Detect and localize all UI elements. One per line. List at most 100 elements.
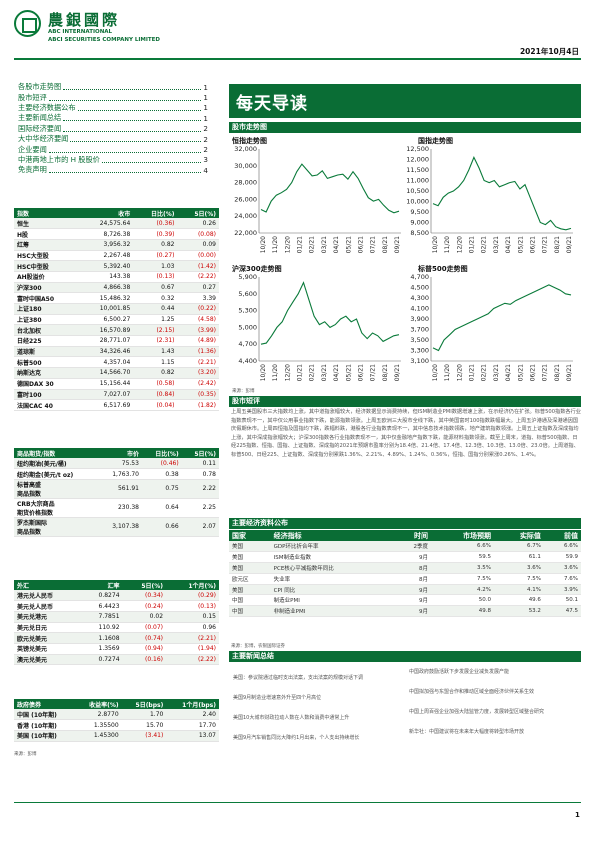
news-item[interactable]: 美国10大城市财政拉动人数在人数和消费中通常上升 [233, 715, 350, 721]
news-item[interactable]: 美国9月制造业增速意外升至四个月高位 [233, 695, 322, 701]
x-tick-label: 10/20 [432, 236, 439, 253]
table-cell: 6.6% [431, 541, 494, 553]
table-cell: 13.07 [166, 730, 219, 742]
toc-dots [63, 115, 202, 122]
news-summary: 美国：参议院通过临时支出法案，支出法案的规模对话下调 美国9月制造业增速意外升至四… [229, 660, 581, 780]
table-cell: (0.74) [122, 632, 167, 644]
table-cell: (1.94) [166, 643, 219, 655]
table-row: 道琼斯 34,326.46 1.43 (1.36) [14, 346, 219, 358]
table-row: 富时中国A50 15,486.32 0.32 3.39 [14, 292, 219, 304]
x-tick-label: 05/21 [517, 364, 524, 381]
table-cell: 50.0 [431, 594, 494, 607]
sp500-chart: 3,100 3,300 3,500 3,700 3,900 4,100 4,300 4,500… [410, 273, 573, 381]
x-tick-label: 06/21 [529, 236, 536, 253]
table-cell: 15.70 [121, 719, 167, 731]
y-tick-label: 4,700 [410, 273, 429, 281]
toc-item[interactable]: 免责声明 4 [18, 165, 208, 175]
news-item[interactable]: 中国拟加强与东盟合作和推动区域全面经济伙伴关系生效 [409, 689, 535, 695]
x-tick-label: 11/20 [444, 236, 451, 253]
table-cell: 日经225 [14, 335, 79, 347]
x-tick-label: 06/21 [529, 364, 536, 381]
y-tick-label: 5,900 [238, 273, 257, 281]
toc-item[interactable]: 大中华经济要闻 2 [18, 134, 208, 144]
y-tick-label: 5,600 [238, 290, 257, 298]
news-item[interactable]: 美国：参议院通过临时支出法案，支出法案的规模对话下调 [233, 675, 364, 681]
table-cell: 美国 [229, 562, 271, 574]
table-cell: 1.35500 [74, 719, 122, 731]
table-cell: 0.38 [141, 468, 182, 480]
footer-divider [14, 802, 581, 803]
table-cell: 美元兑人民币 [14, 600, 81, 612]
toc-item[interactable]: 主要经济数据公布 1 [18, 103, 208, 113]
table-cell: 3,107.38 [97, 517, 142, 537]
table-cell: (0.94) [122, 643, 167, 655]
table-cell: (2.42) [177, 378, 219, 390]
toc-item[interactable]: 企业要闻 2 [18, 144, 208, 155]
news-item[interactable]: 中国上周百强企业加强大陆监管力度，发展转型区域整合研究 [409, 709, 545, 715]
table-cell: 2,267.48 [78, 250, 134, 262]
toc-item-title: 主要新闻总结 [18, 113, 62, 123]
table-cell: 143.38 [78, 271, 134, 283]
table-header-row: 国家 经济指标 时间 市场预期 实际值 前值 [229, 530, 581, 541]
table-cell: (3.20) [177, 367, 219, 379]
table-cell: 4.1% [493, 584, 544, 596]
banner [229, 84, 581, 118]
table-row: 港元兑人民币 0.8274 (0.34) (0.29) [14, 590, 219, 602]
table-cell: (0.24) [122, 600, 167, 612]
x-tick-label: 12/20 [284, 236, 291, 253]
table-cell: 17.70 [166, 719, 219, 731]
x-tick-label: 03/21 [493, 236, 500, 253]
toc-item[interactable]: 中港两地上市的 H 股股价 3 [18, 155, 208, 165]
toc-item[interactable]: 国际经济要闻 2 [18, 124, 208, 134]
hsi-chart-title: 恒指走势图 [232, 137, 267, 145]
column-header: 日比(%) [141, 448, 182, 458]
table-row: 法国CAC 40 6,517.69 (0.04) (1.82) [14, 399, 219, 411]
table-row: H股 8,726.38 (0.39) (0.08) [14, 228, 219, 240]
table-cell: 110.92 [80, 622, 123, 634]
table-cell: CRB大宗商品 期货价格指数 [14, 498, 98, 518]
table-cell: 75.53 [97, 458, 142, 470]
news-item[interactable]: 中国政府鼓励活跃下步发展企业减负发展产能 [409, 669, 510, 675]
table-cell: 德国DAX 30 [14, 378, 79, 390]
table-cell: 0.11 [181, 458, 219, 470]
x-tick-label: 03/21 [493, 364, 500, 381]
y-tick-label: 22,000 [234, 229, 257, 237]
toc-item-title: 大中华经济要闻 [18, 134, 69, 144]
table-cell: 0.75 [141, 479, 182, 499]
table-cell: (0.84) [133, 389, 178, 401]
csi300-chart-title: 沪深300走势图 [232, 265, 282, 273]
banner-title: 每天导读 [236, 94, 308, 114]
table-cell: 1.45300 [74, 730, 122, 742]
table-cell: 香港 (10年期) [14, 719, 75, 731]
table-cell: 1.03 [133, 260, 178, 272]
toc-item-page: 1 [203, 113, 208, 123]
table-cell: 0.67 [133, 282, 178, 294]
toc-item-title: 国际经济要闻 [18, 123, 62, 133]
table-row: 标普500 4,357.04 1.15 (2.21) [14, 356, 219, 369]
table-cell: AH股溢价 [14, 271, 79, 283]
y-tick-label: 3,500 [410, 336, 429, 344]
column-header: 1个月(bps) [166, 699, 219, 709]
brand-name-cn: 農銀國際 [48, 11, 121, 29]
table-cell: 恒生 [14, 218, 79, 230]
y-tick-label: 11,000 [406, 177, 429, 185]
news-item[interactable]: 新华社：中国建议将在未来年大幅度将转型市场开放 [409, 729, 525, 735]
toc-item-title: 各股市走势图 [18, 82, 62, 92]
table-row: CRB大宗商品 期货价格指数 230.38 0.64 2.25 [14, 498, 219, 518]
x-tick-label: 08/21 [382, 236, 389, 253]
toc-dots [77, 105, 202, 111]
news-item[interactable]: 美国9月汽车销售同比大降约1月出来，个人支出持续增长 [233, 735, 360, 741]
toc-item-page: 4 [203, 165, 208, 175]
table-cell: (1.82) [177, 399, 219, 411]
table-row: 恒生 24,575.64 (0.36) 0.26 [14, 218, 219, 230]
table-cell: (1.36) [177, 346, 219, 358]
column-header: 5日(%) [181, 448, 219, 458]
toc-item[interactable]: 各股市走势图 1 [18, 82, 208, 92]
section-charts-header: 股市走势图 [229, 122, 581, 133]
table-cell: 34,326.46 [78, 346, 134, 358]
toc-item[interactable]: 主要新闻总结 1 [18, 113, 208, 123]
table-cell: 0.32 [133, 292, 178, 304]
table-cell: 澳元兑美元 [14, 654, 81, 666]
toc-item-title: 主要经济数据公布 [18, 102, 76, 112]
toc-item[interactable]: 股市短评 1 [18, 92, 208, 103]
